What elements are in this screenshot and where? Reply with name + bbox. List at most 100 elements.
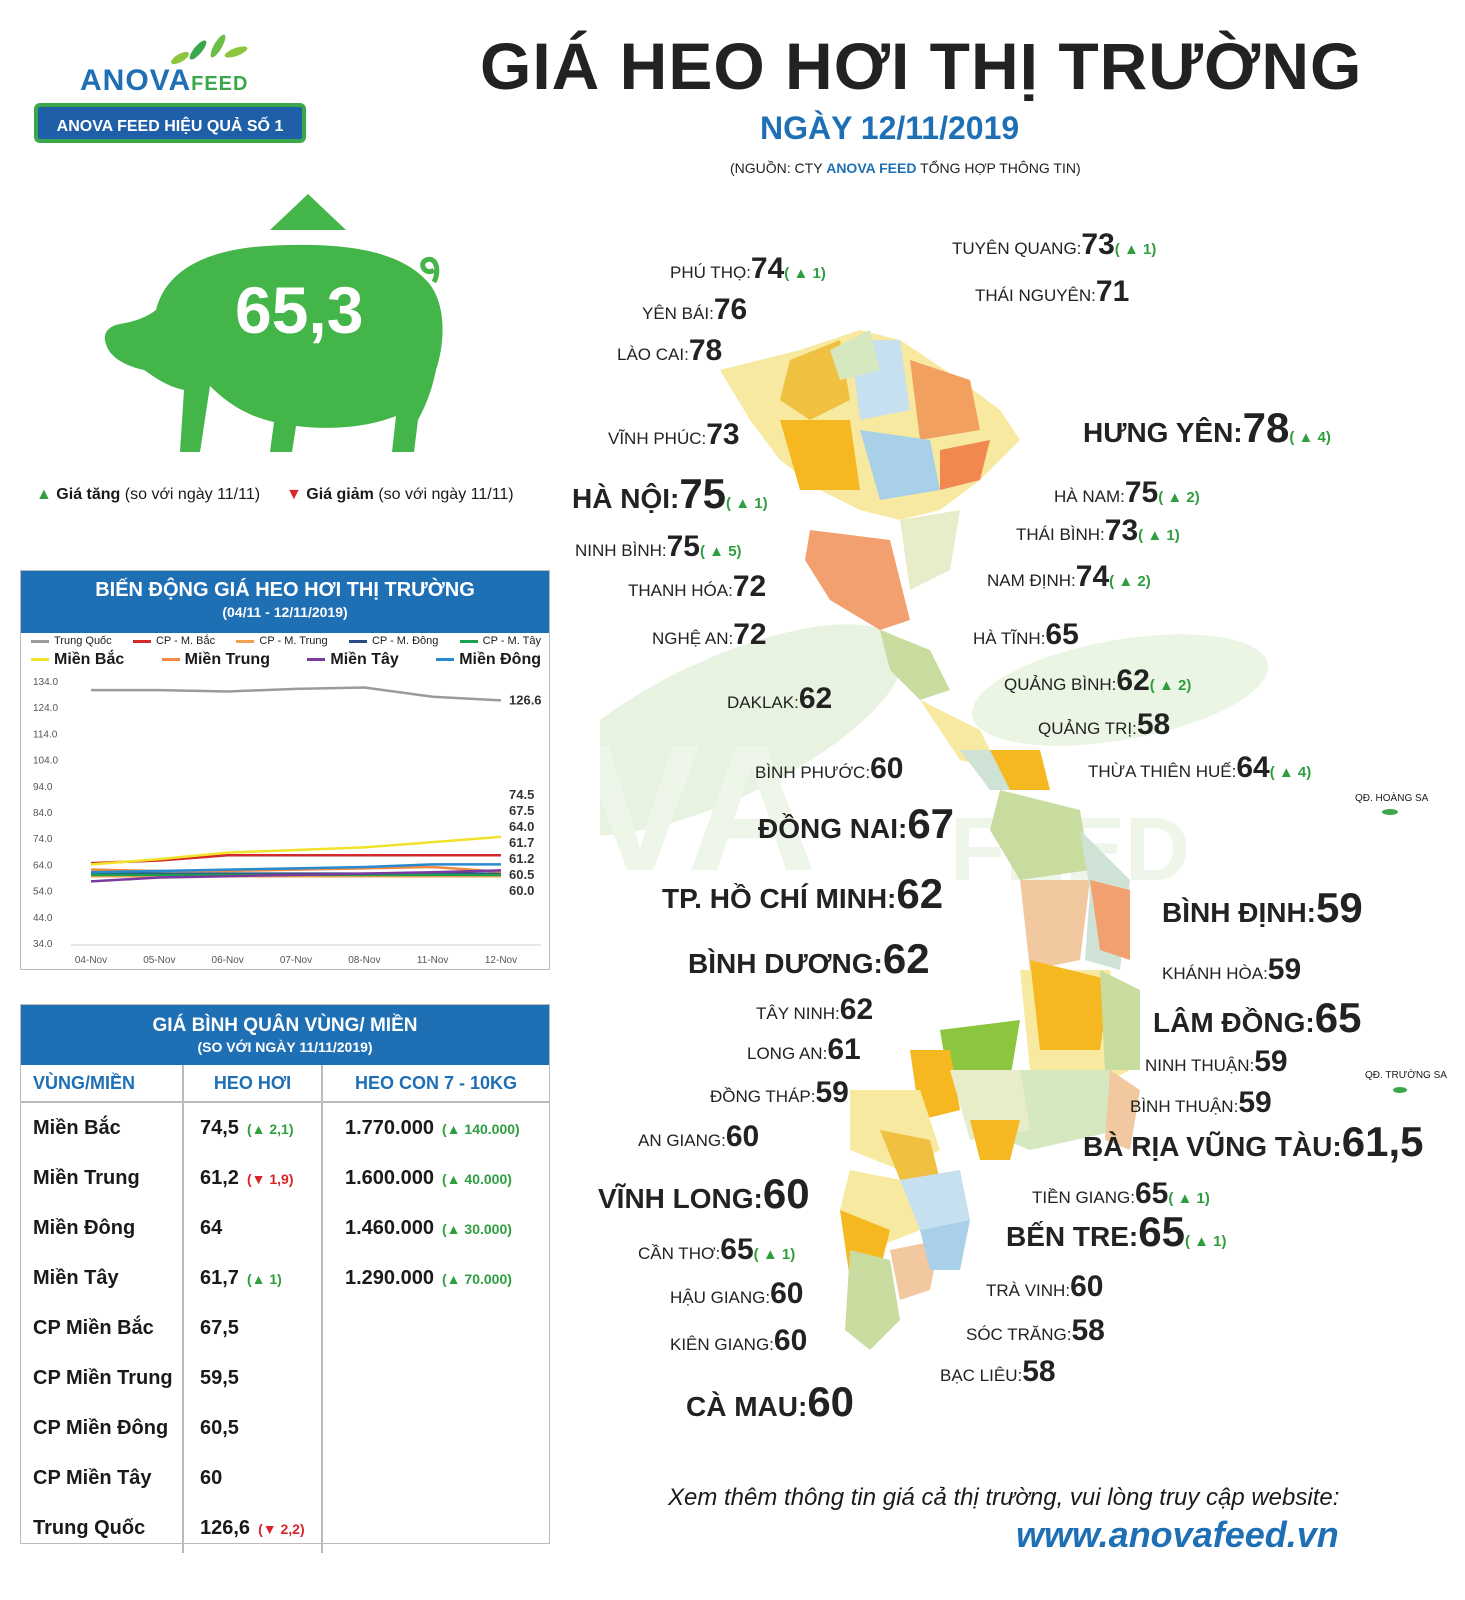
- province-name: BẠC LIÊU:: [940, 1366, 1023, 1385]
- province-label: TRÀ VINH:60: [986, 1270, 1103, 1304]
- table-header: GIÁ BÌNH QUÂN VÙNG/ MIỀN (SO VỚI NGÀY 11…: [21, 1005, 549, 1065]
- data-label: 67.5: [509, 803, 534, 818]
- province-label: HÀ NỘI:75( ▲ 1): [572, 470, 768, 518]
- live-pig-price-cell: 64: [183, 1203, 323, 1253]
- province-label: LONG AN:61: [747, 1033, 861, 1067]
- province-name: HƯNG YÊN:: [1083, 417, 1243, 448]
- province-label: NAM ĐỊNH:74( ▲ 2): [987, 560, 1151, 594]
- legend-item: Miền Đông: [436, 651, 541, 669]
- province-name: BÌNH DƯƠNG:: [688, 948, 883, 979]
- table-row: Miền Trung 61,2 (▼ 1,9) 1.600.000 (▲ 40.000): [21, 1153, 549, 1203]
- live-pig-price: 60: [200, 1466, 223, 1489]
- line-chart: 134.0 124.0 114.0 104.0 94.0 84.0 74.0 64.0 54.0…: [33, 677, 542, 966]
- province-name: YÊN BÁI:: [642, 304, 714, 323]
- province-label: NGHỆ AN:72: [652, 618, 767, 652]
- legend-label: CP - M. Bắc: [155, 635, 216, 647]
- legend-label: Miền Đông: [459, 651, 541, 668]
- series-line: [90, 853, 501, 865]
- vietnam-map: ANOVA FEED: [600, 330, 1407, 1350]
- price-change: (▼ 2,2): [258, 1520, 305, 1537]
- legend-label: Trung Quốc: [54, 635, 112, 647]
- province-name: NINH THUẬN:: [1145, 1056, 1255, 1075]
- province-label: HÀ NAM:75( ▲ 2): [1054, 476, 1200, 510]
- province-name: HÀ NAM:: [1054, 487, 1125, 506]
- province-price: 62: [798, 682, 833, 715]
- chart-header: BIẾN ĐỘNG GIÁ HEO HƠI THỊ TRƯỜNG (04/11 …: [21, 571, 549, 633]
- province-change: ( ▲ 1): [726, 495, 768, 512]
- region-cell: Miền Đông: [21, 1203, 184, 1253]
- province-name: KIÊN GIANG:: [670, 1335, 774, 1354]
- piglet-change: (▲ 140.000): [441, 1120, 520, 1137]
- province-label: THÁI NGUYÊN:71: [975, 275, 1129, 309]
- province-name: BÌNH PHƯỚC:: [755, 763, 871, 782]
- province-name: DAKLAK:: [727, 693, 799, 712]
- price-chart-panel: BIẾN ĐỘNG GIÁ HEO HƠI THỊ TRƯỜNG (04/11 …: [20, 570, 550, 970]
- price-change: (▲ 2,1): [246, 1120, 294, 1137]
- piglet-price: 1.460.000: [345, 1216, 434, 1239]
- legend-swatch: [307, 658, 326, 662]
- legend-item: Trung Quốc: [31, 635, 112, 647]
- legend-item: Miền Tây: [307, 651, 399, 669]
- price-up-icon: [270, 194, 346, 230]
- x-tick-label: 11-Nov: [417, 955, 449, 966]
- watermark-anova: ANOVA: [600, 708, 817, 909]
- province-label: AN GIANG:60: [638, 1120, 759, 1154]
- province-name: LÀO CAI:: [617, 345, 689, 364]
- live-pig-price: 74,5: [200, 1116, 239, 1139]
- website-link[interactable]: www.anovafeed.vn: [1016, 1514, 1339, 1555]
- province-change: ( ▲ 1): [1184, 1233, 1227, 1250]
- province-change: ( ▲ 2): [1158, 489, 1200, 506]
- live-pig-price-cell: 126,6 (▼ 2,2): [183, 1503, 323, 1553]
- province-price: 73: [1081, 228, 1115, 261]
- province-label: HẬU GIANG:60: [670, 1277, 804, 1311]
- live-pig-price: 59,5: [200, 1366, 239, 1389]
- province-label: BÀ RỊA VŨNG TÀU:61,5: [1083, 1118, 1423, 1166]
- regional-price-panel: GIÁ BÌNH QUÂN VÙNG/ MIỀN (SO VỚI NGÀY 11…: [20, 1004, 550, 1553]
- province-change: ( ▲ 2): [1149, 677, 1192, 694]
- legend-label: Miền Bắc: [54, 651, 125, 668]
- logo[interactable]: ANOVAFEED: [80, 64, 249, 97]
- legend-swatch: [132, 639, 151, 643]
- province-name: NINH BÌNH:: [575, 541, 667, 560]
- legend-item: Miền Bắc: [31, 651, 124, 669]
- province-price: 65: [1138, 1208, 1185, 1255]
- piglet-price-cell: [322, 1503, 549, 1553]
- live-pig-price: 60,5: [200, 1416, 239, 1439]
- x-tick-label: 08-Nov: [348, 955, 380, 966]
- province-label: KHÁNH HÒA:59: [1162, 953, 1301, 987]
- logo-leaves-icon: [171, 34, 248, 65]
- province-price: 65: [1314, 994, 1362, 1041]
- province-price: 60: [1070, 1270, 1104, 1303]
- province-name: NAM ĐỊNH:: [987, 571, 1076, 590]
- province-price: 61,5: [1341, 1118, 1424, 1165]
- region-cell: Trung Quốc: [21, 1503, 184, 1553]
- island-label-truong-sa: QĐ. TRƯỜNG SA: [1365, 1070, 1447, 1081]
- x-tick-label: 05-Nov: [143, 955, 175, 966]
- legend-item: CP - M. Bắc: [132, 635, 216, 647]
- province-change: ( ▲ 2): [1109, 573, 1151, 590]
- column-header-region: VÙNG/MIỀN: [21, 1065, 184, 1103]
- province-price: 65: [1045, 618, 1079, 651]
- legend-down: ▼ Giá giảm (so với ngày 11/11): [286, 486, 514, 503]
- province-label: HÀ TĨNH:65: [973, 618, 1079, 652]
- province-price: 75: [666, 530, 700, 563]
- province-price: 65: [1134, 1177, 1169, 1210]
- province-label: BÌNH ĐỊNH:59: [1162, 884, 1363, 932]
- region-cell: CP Miền Trung: [21, 1353, 184, 1403]
- province-price: 59: [1238, 1086, 1272, 1119]
- province-price: 72: [732, 570, 767, 603]
- province-label: BÌNH PHƯỚC:60: [755, 752, 903, 786]
- chart-legend-row-1: Trung Quốc CP - M. Bắc CP - M. Trung CP - M…: [31, 635, 541, 647]
- piglet-price-cell: [322, 1453, 549, 1503]
- chart-title: BIẾN ĐỘNG GIÁ HEO HƠI THỊ TRƯỜNG: [95, 579, 475, 601]
- legend-swatch: [161, 658, 180, 662]
- table-row: Miền Tây 61,7 (▲ 1) 1.290.000 (▲ 70.000): [21, 1253, 549, 1303]
- province-price: 72: [733, 618, 767, 651]
- legend-label: CP - M. Trung: [259, 635, 328, 647]
- x-tick-label: 06-Nov: [212, 955, 244, 966]
- live-pig-price: 61,7: [200, 1266, 239, 1289]
- legend-swatch: [348, 639, 367, 643]
- table-title: GIÁ BÌNH QUÂN VÙNG/ MIỀN: [152, 1015, 418, 1036]
- table-row: Miền Bắc 74,5 (▲ 2,1) 1.770.000 (▲ 140.000): [21, 1102, 549, 1153]
- province-label: ĐỒNG THÁP:59: [710, 1076, 849, 1110]
